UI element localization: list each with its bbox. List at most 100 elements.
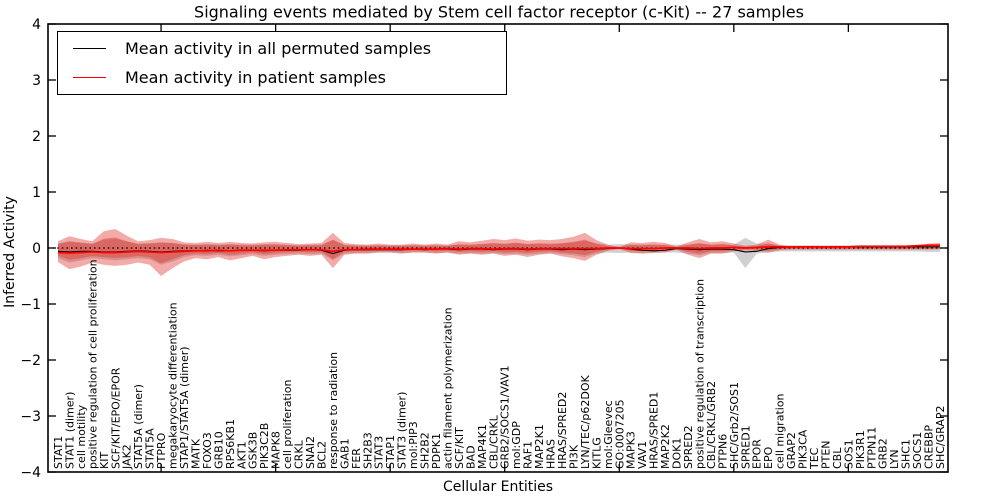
x-entity-label: mol:GDP [510, 421, 523, 469]
x-entity-label: FOXO3 [201, 432, 214, 469]
x-entity-label: MAP4K1 [476, 424, 489, 469]
x-entity-label: PI3K [567, 444, 580, 469]
x-entity-label: EPOR [751, 439, 764, 469]
x-entity-label: positive regulation of transcription [693, 279, 706, 469]
permuted-line-swatch [73, 48, 106, 49]
legend-item-patient: Mean activity in patient samples [58, 68, 506, 87]
x-entity-label: response to radiation [327, 352, 340, 469]
x-entity-label: CBL/CRKL/GRB2 [705, 381, 718, 469]
x-entity-label: SHC1 [900, 439, 913, 469]
x-entity-label: actin filament polymerization [441, 307, 454, 469]
y-tick-label: 1 [32, 185, 41, 201]
patient-band-inner-fill [58, 237, 940, 264]
x-entity-label: SPRED2 [682, 425, 695, 469]
x-entity-label: STAT1 [52, 436, 65, 469]
x-entity-label: HRAS/SPRED2 [556, 392, 569, 469]
x-entity-label: GRB2 [877, 438, 890, 469]
x-entity-label: SHC/GRAP2 [934, 405, 947, 469]
x-entity-label: SCF/KIT [453, 427, 466, 469]
x-entity-label: GRAP2 [785, 432, 798, 469]
x-entity-label: CREBBP [923, 425, 936, 469]
x-entity-label: FER [350, 448, 363, 469]
legend-label-patient: Mean activity in patient samples [125, 68, 386, 87]
x-entity-label: KIT [98, 452, 111, 469]
x-entity-label: GSK3B [247, 432, 260, 469]
y-tick-label: −3 [20, 409, 41, 425]
x-entity-label: STAT5A (dimer) [132, 384, 145, 469]
x-entity-label: BAD [464, 445, 477, 469]
x-entity-label: MAPK8 [270, 431, 283, 469]
x-entity-label: GAB1 [338, 438, 351, 469]
y-tick-label: −1 [20, 297, 41, 313]
x-entity-label: SNAI2 [304, 436, 317, 469]
x-entity-label: SH2B2 [419, 432, 432, 469]
x-entity-label: GO:0007205 [613, 399, 626, 469]
y-tick-label: 0 [32, 241, 41, 257]
x-entity-label: SH2B3 [361, 432, 374, 469]
x-entity-label: GRB10 [212, 431, 225, 469]
x-entity-label: PTPN6 [716, 434, 729, 469]
y-tick-label: 4 [32, 17, 41, 33]
y-tick-label: 3 [32, 73, 41, 89]
x-entity-label: GRB2/SOCS1/VAV1 [499, 365, 512, 469]
x-entity-label: PIK3CA [797, 429, 810, 469]
x-entity-label: EPO [762, 446, 775, 469]
chart-title: Signaling events mediated by Stem cell f… [194, 2, 804, 22]
x-entity-label: PIK3C2B [258, 423, 271, 469]
x-entity-label: PIK3R1 [854, 430, 867, 469]
x-entity-label: BCL2 [315, 441, 328, 469]
x-entity-label: SOCS1 [911, 432, 924, 469]
x-entity-label: MAP2K1 [533, 424, 546, 469]
x-entity-label: CRKL [293, 439, 306, 469]
x-entity-label: PDPK1 [430, 433, 443, 469]
x-entity-label: mol:PIP3 [407, 421, 420, 469]
x-entity-label: HRAS/SPRED1 [648, 392, 661, 469]
y-axis-label: Inferred Activity [2, 196, 18, 308]
x-entity-label: MAPK3 [625, 431, 638, 469]
x-entity-label: DOK1 [671, 438, 684, 469]
x-entity-label: JAK2 [121, 444, 134, 470]
x-entity-label: STAT5A [144, 428, 157, 469]
x-entity-label: megakaryocyte differentiation [167, 302, 180, 469]
x-entity-label: SHC/Grb2/SOS1 [728, 382, 741, 469]
permuted-band-fill [58, 237, 940, 269]
patient-band-fill [58, 228, 940, 276]
x-entity-label: mol:Gleevec [602, 400, 615, 469]
legend-item-permuted: Mean activity in all permuted samples [58, 39, 506, 58]
x-entity-label: SOS1 [842, 439, 855, 469]
x-entity-label: positive regulation of cell proliferatio… [86, 259, 99, 469]
y-tick-label: −2 [20, 353, 41, 369]
x-entity-label: LYN/TEC/p62DOK [579, 375, 592, 469]
x-entity-label: PTEN [819, 440, 832, 469]
x-entity-label: SPRED1 [739, 425, 752, 469]
y-tick-label: 2 [32, 129, 41, 145]
legend: Mean activity in all permuted samples Me… [57, 31, 507, 95]
x-entity-label: cell motility [75, 404, 88, 469]
x-entity-label: SCF/KIT/EPO/EPOR [109, 367, 122, 469]
x-entity-label: STAP1 [384, 435, 397, 469]
x-entity-label: LYN [888, 449, 901, 469]
x-entity-label: PTPRO [155, 432, 168, 469]
x-entity-label: STAP1/STAT5A (dimer) [178, 346, 191, 469]
x-entity-label: RAF1 [522, 441, 535, 469]
x-entity-label: cell migration [774, 393, 787, 469]
legend-label-permuted: Mean activity in all permuted samples [125, 39, 432, 58]
x-entity-label: STAT3 [373, 436, 386, 469]
y-tick-label: −4 [20, 465, 41, 481]
x-entity-label: RPS6KB1 [224, 419, 237, 469]
x-entity-label: MATK [189, 438, 202, 469]
x-entity-label: AKT1 [235, 441, 248, 469]
patient-line-swatch [73, 77, 106, 78]
x-entity-label: CBL [831, 447, 844, 469]
x-entity-label: HRAS [545, 439, 558, 469]
x-entity-label: TEC [808, 447, 821, 470]
x-entity-label: CBL/CRKL [487, 414, 500, 469]
x-entity-label: cell proliferation [281, 379, 294, 469]
x-entity-label: MAP2K2 [659, 424, 672, 469]
x-entity-label: PTPN11 [865, 427, 878, 469]
patient-mean-line [57, 244, 940, 254]
x-entity-label: STAT1 (dimer) [63, 392, 76, 469]
x-entity-label: VAV1 [636, 441, 649, 469]
